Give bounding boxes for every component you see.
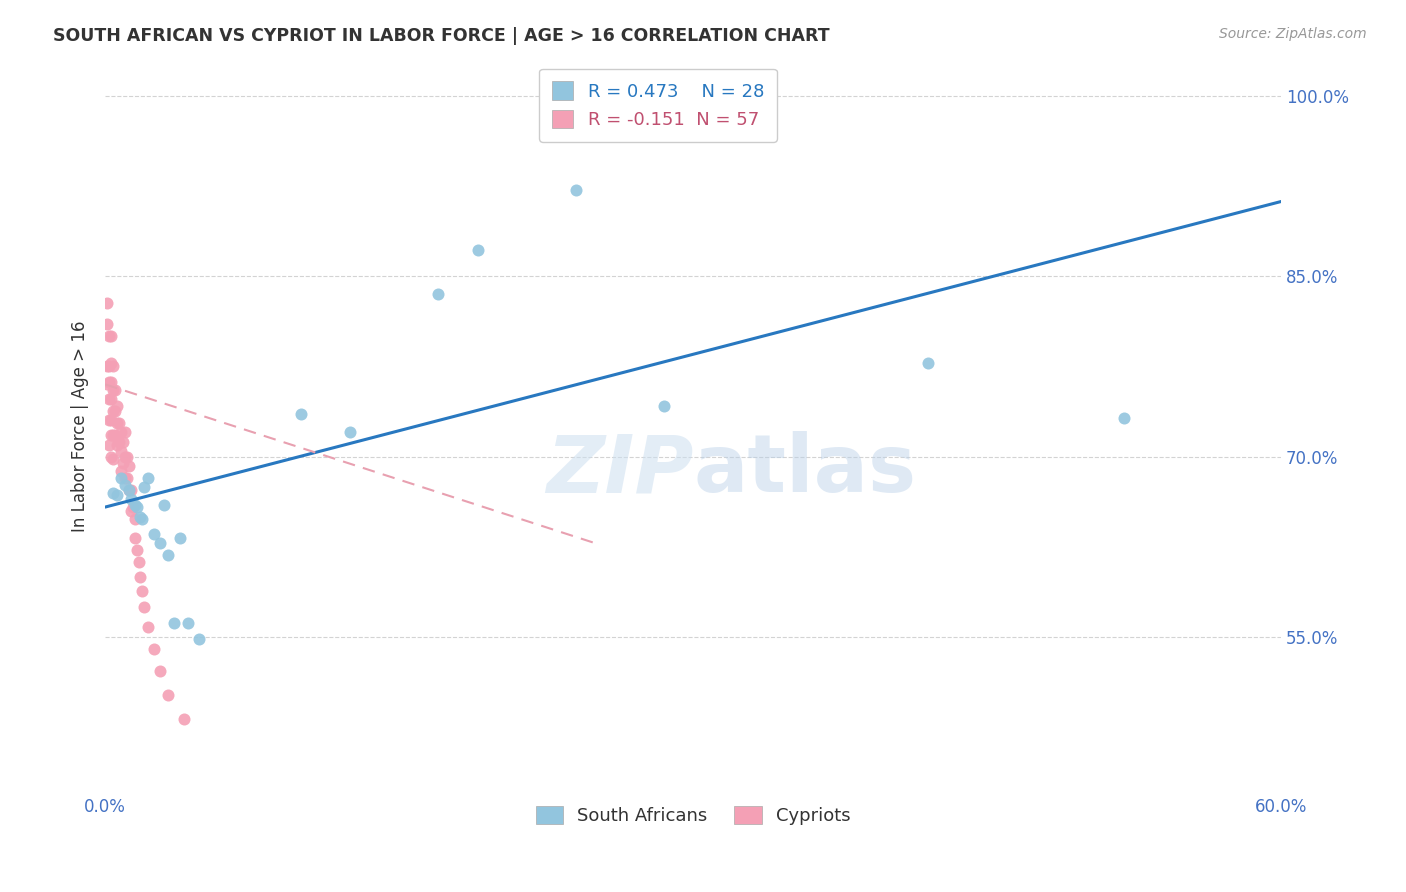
Point	[290, 408, 312, 422]
Point	[100, 450, 122, 464]
Point	[131, 584, 153, 599]
Point	[100, 356, 122, 370]
Point	[169, 532, 191, 546]
Point	[101, 485, 124, 500]
Point	[118, 483, 141, 498]
Point	[96, 377, 118, 392]
Point	[163, 615, 186, 630]
Point	[120, 483, 142, 498]
Point	[98, 329, 121, 343]
Point	[467, 243, 489, 257]
Point	[96, 317, 118, 331]
Point	[124, 498, 146, 512]
Point	[100, 428, 122, 442]
Point	[136, 471, 159, 485]
Point	[105, 399, 128, 413]
Point	[108, 435, 131, 450]
Point	[134, 599, 156, 614]
Point	[108, 416, 131, 430]
Point	[143, 526, 166, 541]
Point	[131, 512, 153, 526]
Point	[104, 428, 127, 442]
Point	[98, 359, 121, 374]
Point	[115, 450, 138, 464]
Point	[156, 688, 179, 702]
Point	[104, 404, 127, 418]
Point	[100, 329, 122, 343]
Point	[98, 437, 121, 451]
Point	[101, 359, 124, 374]
Point	[110, 464, 132, 478]
Point	[101, 404, 124, 418]
Point	[118, 483, 141, 498]
Point	[120, 504, 142, 518]
Point	[176, 615, 198, 630]
Point	[111, 435, 134, 450]
Point	[105, 437, 128, 451]
Point	[339, 425, 361, 440]
Point	[188, 632, 211, 647]
Point	[173, 712, 195, 726]
Point	[104, 384, 127, 398]
Point	[1114, 411, 1136, 425]
Point	[114, 471, 136, 485]
Point	[124, 512, 146, 526]
Point	[110, 471, 132, 485]
Point	[110, 425, 132, 440]
Legend: South Africans, Cypriots: South Africans, Cypriots	[524, 795, 862, 836]
Point	[110, 443, 132, 458]
Point	[134, 480, 156, 494]
Point	[121, 500, 143, 514]
Point	[143, 642, 166, 657]
Point	[153, 498, 176, 512]
Point	[114, 478, 136, 492]
Point	[917, 356, 939, 370]
Point	[118, 459, 141, 474]
Point	[101, 384, 124, 398]
Point	[114, 425, 136, 440]
Point	[129, 570, 152, 584]
Point	[156, 548, 179, 562]
Point	[114, 450, 136, 464]
Point	[98, 413, 121, 427]
Text: ZIP: ZIP	[546, 432, 693, 509]
Point	[652, 399, 675, 413]
Point	[105, 416, 128, 430]
Point	[115, 471, 138, 485]
Text: atlas: atlas	[693, 432, 917, 509]
Point	[98, 375, 121, 389]
Point	[100, 413, 122, 427]
Text: Source: ZipAtlas.com: Source: ZipAtlas.com	[1219, 27, 1367, 41]
Point	[125, 500, 148, 514]
Point	[100, 375, 122, 389]
Point	[111, 456, 134, 470]
Point	[129, 509, 152, 524]
Point	[427, 287, 450, 301]
Point	[105, 488, 128, 502]
Point	[101, 452, 124, 467]
Point	[149, 664, 172, 678]
Point	[96, 295, 118, 310]
Y-axis label: In Labor Force | Age > 16: In Labor Force | Age > 16	[72, 321, 89, 533]
Point	[124, 532, 146, 546]
Point	[100, 392, 122, 406]
Point	[136, 620, 159, 634]
Point	[101, 428, 124, 442]
Point	[149, 536, 172, 550]
Point	[98, 392, 121, 406]
Point	[125, 543, 148, 558]
Point	[120, 491, 142, 506]
Point	[128, 555, 150, 569]
Point	[96, 359, 118, 374]
Point	[564, 182, 586, 196]
Text: SOUTH AFRICAN VS CYPRIOT IN LABOR FORCE | AGE > 16 CORRELATION CHART: SOUTH AFRICAN VS CYPRIOT IN LABOR FORCE …	[53, 27, 830, 45]
